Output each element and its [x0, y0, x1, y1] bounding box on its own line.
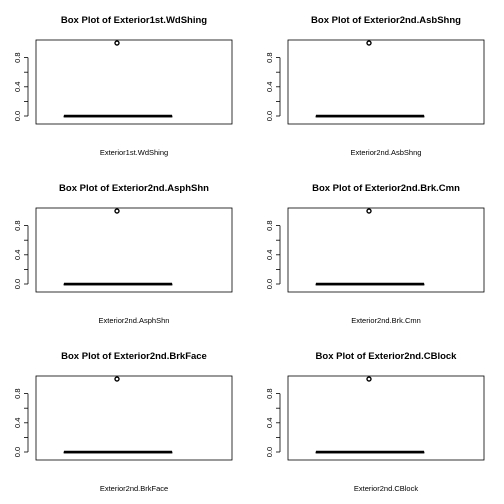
chart-title: Box Plot of Exterior2nd.AsbShng [311, 15, 461, 26]
outlier-point [366, 208, 372, 214]
y-tick-label: 0.8 [13, 52, 22, 62]
x-axis-label: Exterior1st.WdShing [100, 148, 168, 157]
chart-title: Box Plot of Exterior1st.WdShing [61, 15, 207, 26]
x-axis-label: Exterior2nd.AsbShng [351, 148, 422, 157]
outlier-point [114, 376, 120, 382]
boxplot-panel: Box Plot of Exterior2nd.AsbShng 0.0 0.4 0.8… [265, 15, 485, 157]
y-tick-label: 0.4 [13, 250, 22, 260]
x-axis-label: Exterior2nd.CBlock [354, 484, 418, 493]
chart-title: Box Plot of Exterior2nd.Brk.Cmn [312, 183, 460, 194]
outlier-point [114, 208, 120, 214]
boxplot-panel: Box Plot of Exterior2nd.Brk.Cmn 0.0 0.4 0.8… [265, 183, 485, 325]
chart-title: Box Plot of Exterior2nd.AsphShn [59, 183, 209, 194]
boxplot-panel: Box Plot of Exterior2nd.BrkFace 0.0 0.4 0.8… [13, 351, 233, 493]
chart-title: Box Plot of Exterior2nd.BrkFace [61, 351, 207, 362]
x-axis-label: Exterior2nd.AsphShn [99, 316, 170, 325]
outlier-point [366, 40, 372, 46]
plot-frame [35, 39, 233, 125]
y-tick-label: 0.8 [265, 220, 274, 230]
y-tick-label: 0.4 [265, 250, 274, 260]
y-tick-label: 0.8 [265, 388, 274, 398]
outlier-point [366, 376, 372, 382]
outlier-point [114, 40, 120, 46]
plot-frame [287, 375, 485, 461]
chart-title: Box Plot of Exterior2nd.CBlock [316, 351, 458, 362]
plot-frame [287, 39, 485, 125]
y-tick-label: 0.8 [13, 388, 22, 398]
x-axis-label: Exterior2nd.Brk.Cmn [351, 316, 421, 325]
y-tick-label: 0.0 [13, 447, 22, 457]
y-tick-label: 0.0 [13, 111, 22, 121]
plot-frame [35, 375, 233, 461]
y-tick-label: 0.4 [13, 82, 22, 92]
y-tick-label: 0.0 [13, 279, 22, 289]
y-tick-label: 0.4 [265, 82, 274, 92]
y-tick-label: 0.0 [265, 111, 274, 121]
y-tick-label: 0.0 [265, 447, 274, 457]
y-tick-label: 0.4 [265, 418, 274, 428]
y-tick-label: 0.8 [13, 220, 22, 230]
x-axis-label: Exterior2nd.BrkFace [100, 484, 168, 493]
boxplot-panel: Box Plot of Exterior2nd.AsphShn 0.0 0.4 0.8… [13, 183, 233, 325]
plot-frame [35, 207, 233, 293]
y-tick-label: 0.4 [13, 418, 22, 428]
y-tick-label: 0.0 [265, 279, 274, 289]
plot-frame [287, 207, 485, 293]
y-tick-label: 0.8 [265, 52, 274, 62]
boxplot-panel: Box Plot of Exterior2nd.CBlock 0.0 0.4 0.8 E… [265, 351, 485, 493]
boxplot-panel: Box Plot of Exterior1st.WdShing 0.0 0.4 0.8… [13, 15, 233, 157]
